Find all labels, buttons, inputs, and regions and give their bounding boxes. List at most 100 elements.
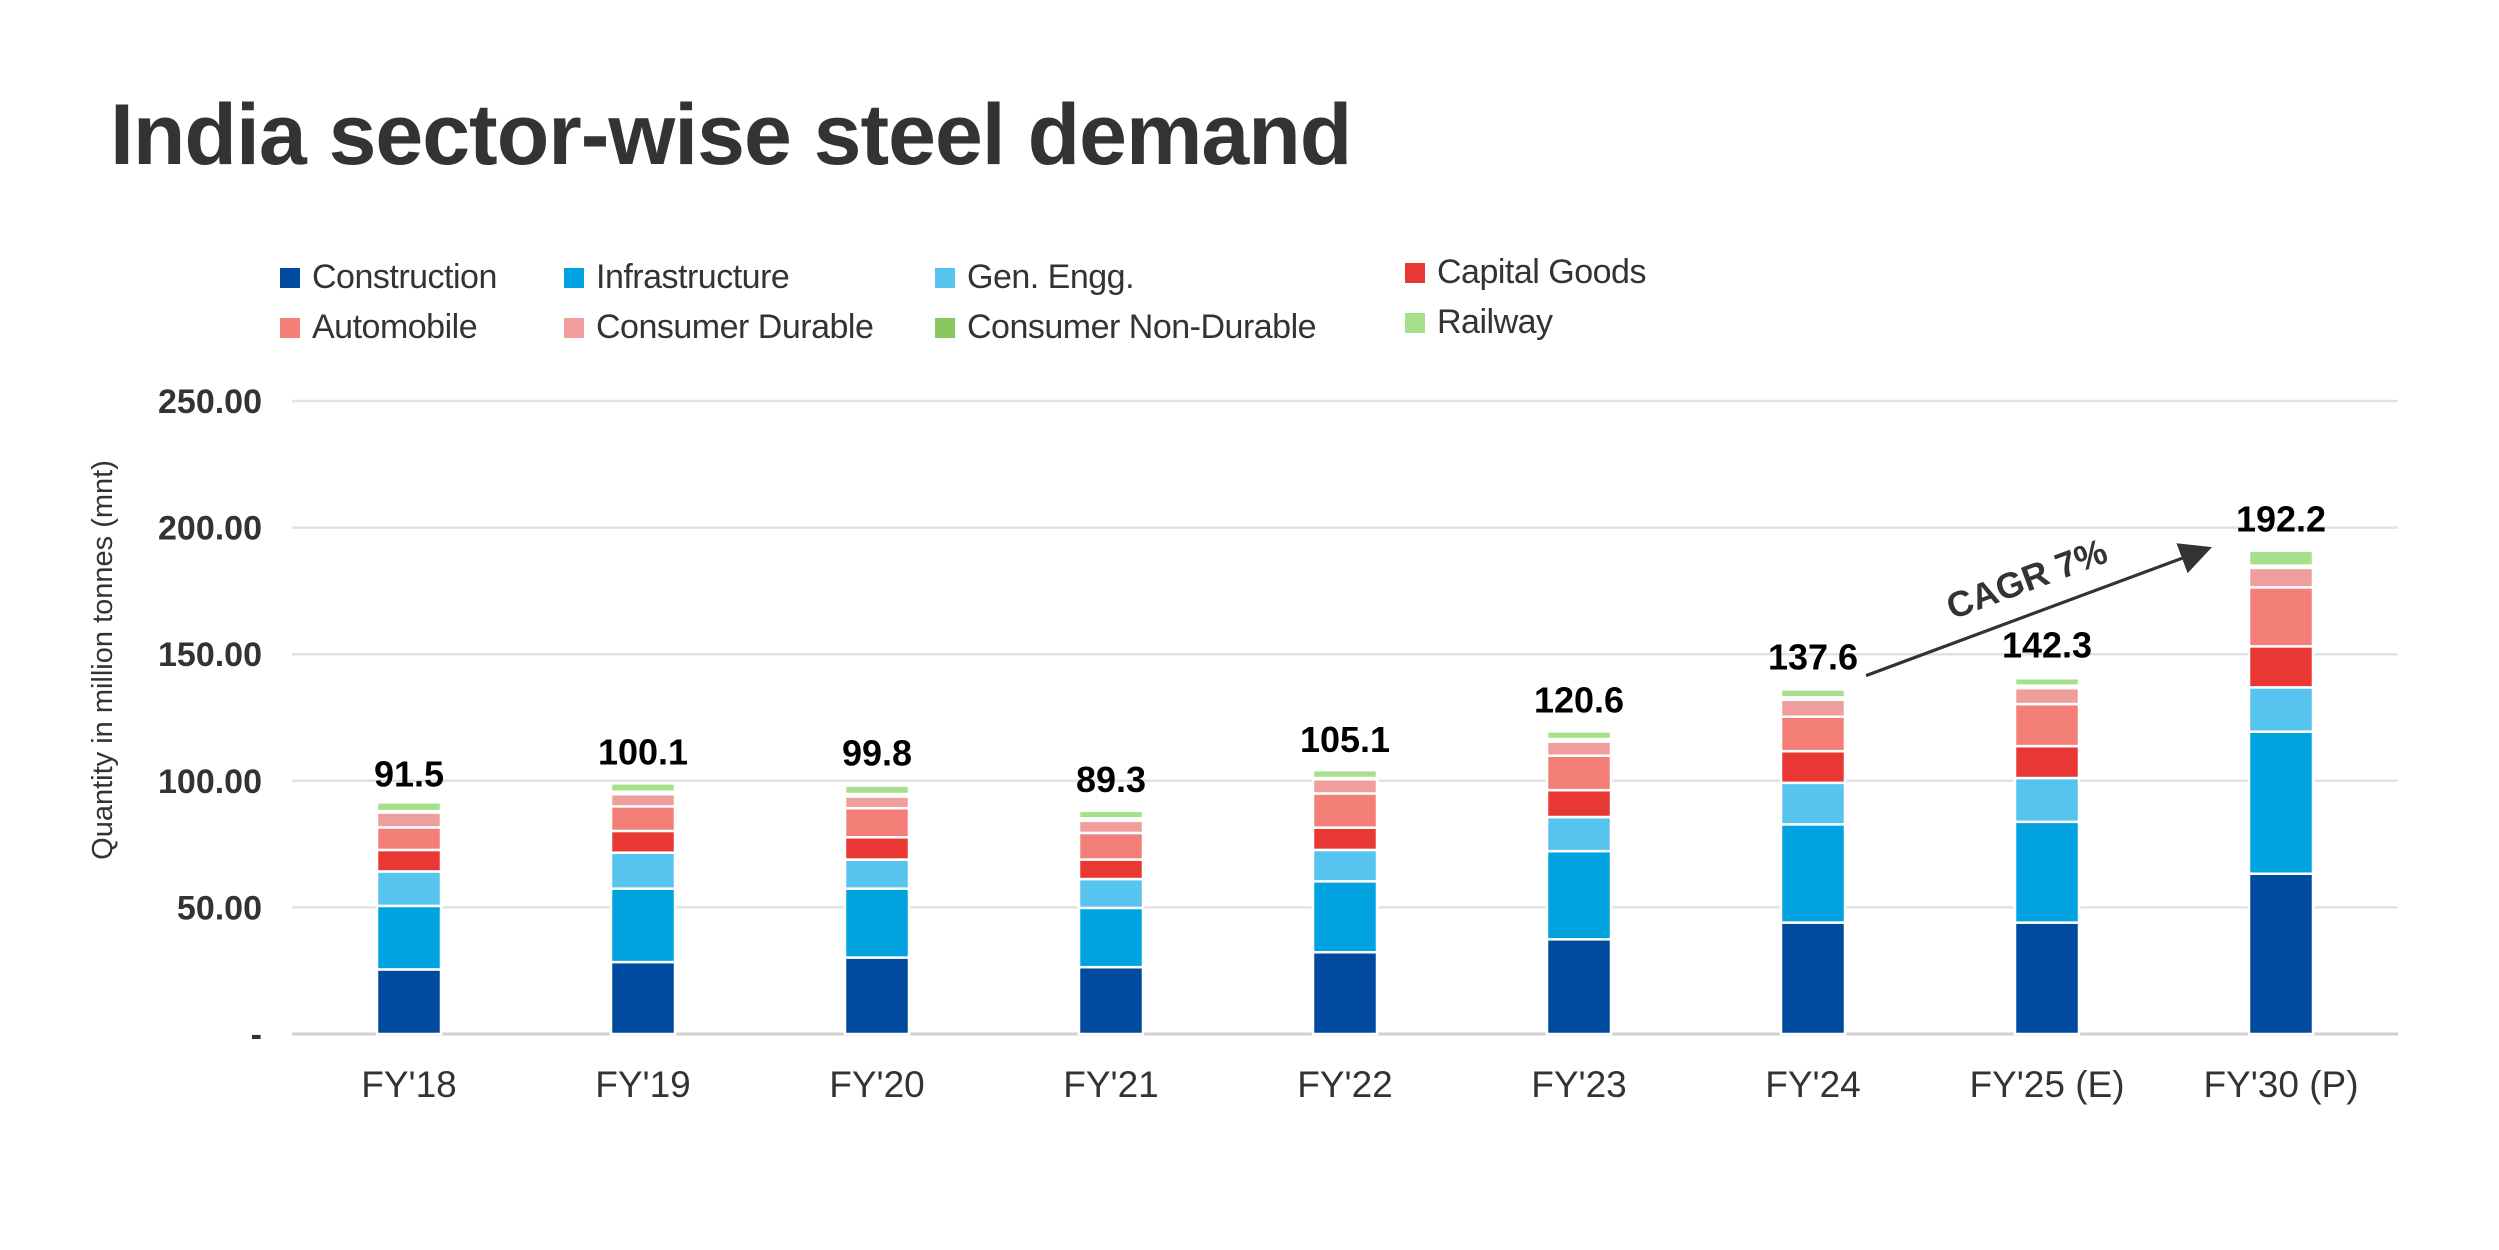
bar-segment-infrastructure[interactable] <box>1779 823 1847 924</box>
y-tick-label: 250.00 <box>158 383 262 421</box>
bar-segment-automobile[interactable] <box>2013 702 2081 748</box>
bar-segment-capital-goods[interactable] <box>1545 788 1613 819</box>
y-tick-label: 100.00 <box>158 763 262 801</box>
bar-segment-gen-engg[interactable] <box>1779 781 1847 826</box>
bar-segment-capital-goods[interactable] <box>2247 645 2315 689</box>
bar-segment-construction[interactable] <box>1077 965 1145 1036</box>
bar-segment-construction[interactable] <box>1311 950 1379 1036</box>
bar-segment-infrastructure[interactable] <box>2247 730 2315 875</box>
total-label: 142.3 <box>2002 625 2092 666</box>
bar-segment-railway[interactable] <box>1779 688 1847 699</box>
bar-segment-infrastructure[interactable] <box>1077 906 1145 969</box>
x-tick-label: FY'18 <box>361 1064 457 1105</box>
bar-segment-railway[interactable] <box>1077 809 1145 820</box>
x-tick-label: FY'22 <box>1297 1064 1393 1105</box>
total-label: 137.6 <box>1768 637 1858 678</box>
bar-segment-construction[interactable] <box>375 968 443 1036</box>
bar-segment-infrastructure[interactable] <box>2013 820 2081 924</box>
bar-segment-consumer-durable[interactable] <box>1077 819 1145 835</box>
bar-segment-construction[interactable] <box>2013 921 2081 1036</box>
bar-segment-infrastructure[interactable] <box>609 887 677 964</box>
x-tick-label: FY'20 <box>829 1064 925 1105</box>
bar-segment-automobile[interactable] <box>2247 586 2315 648</box>
bar-segment-consumer-durable[interactable] <box>1545 740 1613 757</box>
bar-segment-railway[interactable] <box>609 782 677 793</box>
bars <box>375 549 2315 1036</box>
bar-segment-consumer-durable[interactable] <box>2013 686 2081 706</box>
bar-segment-railway[interactable] <box>2247 549 2315 567</box>
bar-segment-capital-goods[interactable] <box>1779 749 1847 785</box>
total-label: 105.1 <box>1300 719 1390 760</box>
bar-segment-infrastructure[interactable] <box>1311 880 1379 954</box>
x-tick-label: FY'23 <box>1531 1064 1627 1105</box>
total-label: 89.3 <box>1076 759 1146 800</box>
bar-stack <box>1077 809 1145 1036</box>
bar-segment-capital-goods[interactable] <box>1311 826 1379 852</box>
bar-segment-railway[interactable] <box>843 784 911 796</box>
bar-segment-infrastructure[interactable] <box>1545 849 1613 941</box>
bar-segment-gen-engg[interactable] <box>1077 877 1145 910</box>
y-tick-label: 50.00 <box>177 889 262 927</box>
bar-stack <box>1545 730 1613 1036</box>
bar-segment-infrastructure[interactable] <box>375 904 443 971</box>
bar-stack <box>843 784 911 1036</box>
bar-segment-railway[interactable] <box>375 801 443 813</box>
y-tick-label: 150.00 <box>158 636 262 674</box>
y-axis-title: Quantity in million tonnes (mnt) <box>87 460 119 860</box>
bar-segment-gen-engg[interactable] <box>1311 848 1379 883</box>
cagr-arrow <box>1865 543 2212 678</box>
chart-title: India sector-wise steel demand <box>110 87 1352 183</box>
bar-segment-railway[interactable] <box>1311 768 1379 780</box>
bar-segment-construction[interactable] <box>1779 921 1847 1036</box>
bar-segment-capital-goods[interactable] <box>1077 858 1145 881</box>
bar-stack <box>2247 549 2315 1036</box>
bar-stack <box>1779 688 1847 1036</box>
bar-segment-capital-goods[interactable] <box>2013 744 2081 780</box>
bar-segment-gen-engg[interactable] <box>2247 686 2315 733</box>
bar-segment-consumer-durable[interactable] <box>1779 698 1847 718</box>
bar-segment-capital-goods[interactable] <box>843 836 911 861</box>
bar-segment-capital-goods[interactable] <box>375 848 443 873</box>
bar-segment-consumer-durable[interactable] <box>843 795 911 810</box>
y-tick-label: 200.00 <box>158 510 262 548</box>
bar-segment-railway[interactable] <box>1545 730 1613 741</box>
bar-segment-consumer-durable[interactable] <box>2247 566 2315 589</box>
x-axis-ticks: FY'18 FY'19 FY'20 FY'21 FY'22 FY'23 FY'24 FY'25… <box>361 1064 2358 1105</box>
bar-segment-infrastructure[interactable] <box>843 887 911 959</box>
x-tick-label: FY'30 (P) <box>2203 1064 2358 1105</box>
bar-segment-consumer-durable[interactable] <box>375 811 443 829</box>
bar-segment-gen-engg[interactable] <box>1545 815 1613 853</box>
bar-segment-railway[interactable] <box>2013 677 2081 687</box>
total-label: 120.6 <box>1534 680 1624 721</box>
bar-segment-automobile[interactable] <box>609 805 677 833</box>
bar-segment-gen-engg[interactable] <box>2013 776 2081 824</box>
total-label: 100.1 <box>598 732 688 773</box>
bar-segment-automobile[interactable] <box>1311 792 1379 829</box>
bar-segment-automobile[interactable] <box>375 826 443 852</box>
bar-segment-automobile[interactable] <box>1545 754 1613 792</box>
bar-stack <box>2013 677 2081 1036</box>
bar-segment-automobile[interactable] <box>843 806 911 839</box>
bar-segment-gen-engg[interactable] <box>843 858 911 890</box>
x-tick-label: FY'21 <box>1063 1064 1159 1105</box>
bar-segment-consumer-durable[interactable] <box>1311 778 1379 795</box>
bar-segment-construction[interactable] <box>843 956 911 1036</box>
bar-segment-capital-goods[interactable] <box>609 829 677 854</box>
bar-segment-construction[interactable] <box>1545 938 1613 1036</box>
bar-segment-automobile[interactable] <box>1779 715 1847 753</box>
bar-stack <box>609 782 677 1036</box>
bar-segment-gen-engg[interactable] <box>609 851 677 890</box>
total-label: 99.8 <box>842 732 912 773</box>
bar-segment-automobile[interactable] <box>1077 831 1145 861</box>
bar-stack <box>375 801 443 1036</box>
bar-segment-construction[interactable] <box>2247 872 2315 1036</box>
bar-segment-construction[interactable] <box>609 960 677 1036</box>
x-tick-label: FY'25 (E) <box>1969 1064 2124 1105</box>
total-label: 91.5 <box>374 753 444 794</box>
bar-segment-consumer-durable[interactable] <box>609 792 677 808</box>
x-tick-label: FY'19 <box>595 1064 691 1105</box>
total-label: 192.2 <box>2236 498 2326 539</box>
bar-stack <box>1311 768 1379 1036</box>
bar-segment-gen-engg[interactable] <box>375 870 443 908</box>
total-labels: 91.5 100.1 99.8 89.3 105.1 120.6 137.6 142.3 192… <box>374 498 2326 800</box>
